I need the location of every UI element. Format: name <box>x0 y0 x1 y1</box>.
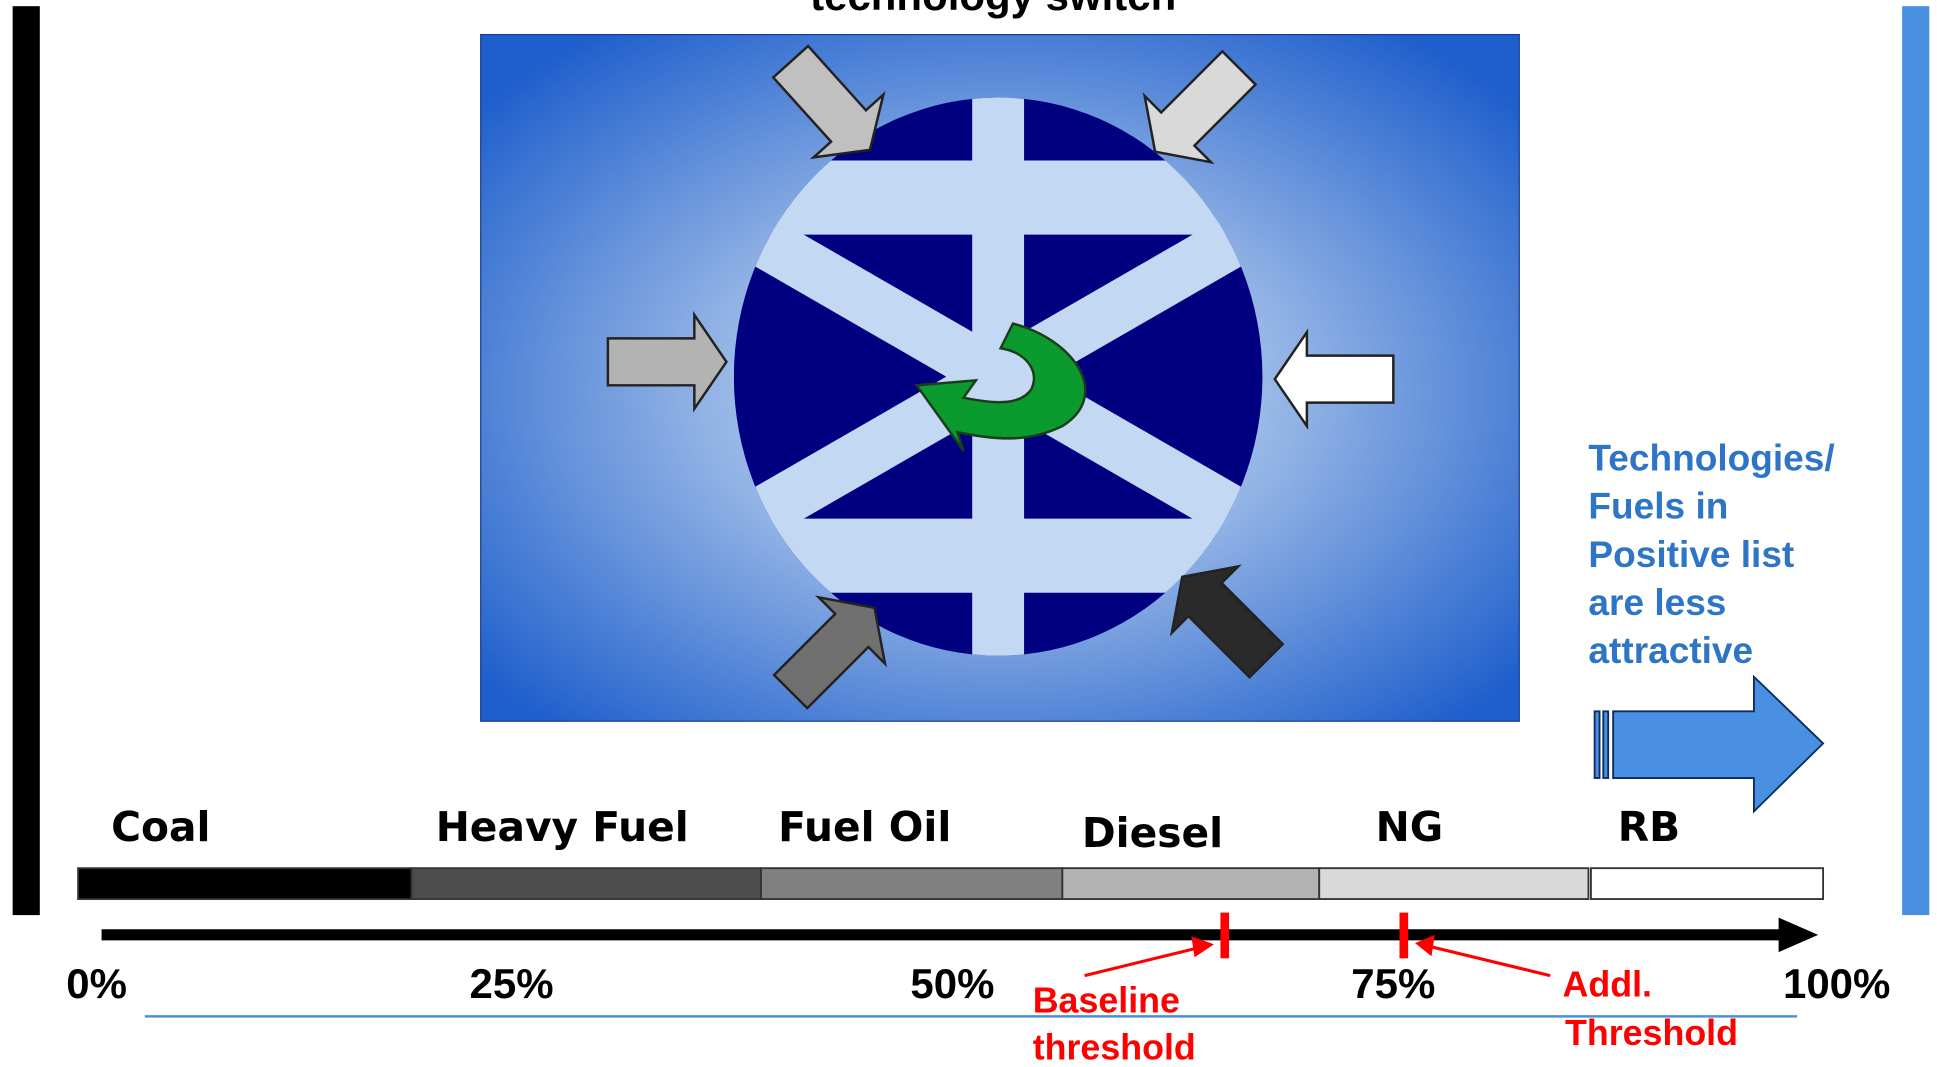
note-line: Technologies/ <box>1588 437 1834 479</box>
note-line: Positive list <box>1588 533 1794 575</box>
note-line: are less <box>1588 581 1726 623</box>
fuel-label: Coal <box>111 803 210 851</box>
baseline-marker <box>1220 913 1229 959</box>
fuel-label: RB <box>1618 803 1680 851</box>
scale-label: 100% <box>1783 960 1890 1007</box>
threshold-pointers <box>1085 937 1551 975</box>
addl-marker <box>1399 913 1408 959</box>
note-arrow <box>1595 677 1823 812</box>
scale-axis-head <box>1779 918 1819 953</box>
scale-label: 75% <box>1351 960 1435 1007</box>
note-line: Fuels in <box>1588 485 1728 527</box>
threshold-label: Baseline <box>1033 981 1180 1021</box>
scale-label: 25% <box>470 960 554 1007</box>
threshold-label: Addl. <box>1563 965 1652 1005</box>
scale-label: 50% <box>910 960 994 1007</box>
fuel-bar <box>78 868 1823 899</box>
title: technology switch <box>810 0 1176 19</box>
scale-label: 0% <box>66 960 127 1007</box>
left-bar <box>13 6 40 915</box>
fuel-label: Heavy Fuel <box>436 803 689 851</box>
slide: technology switch Technologies/Fuels in P… <box>0 0 1937 1067</box>
right-bar <box>1902 6 1929 915</box>
fuel-label: NG <box>1376 803 1444 851</box>
threshold-label: threshold <box>1033 1028 1196 1067</box>
fuel-label: Fuel Oil <box>778 803 951 851</box>
note: Technologies/Fuels in Positive list are le… <box>1588 437 1834 672</box>
note-line: attractive <box>1588 629 1753 671</box>
fuel-label: Diesel <box>1082 809 1223 857</box>
threshold-label: Threshold <box>1565 1013 1738 1053</box>
